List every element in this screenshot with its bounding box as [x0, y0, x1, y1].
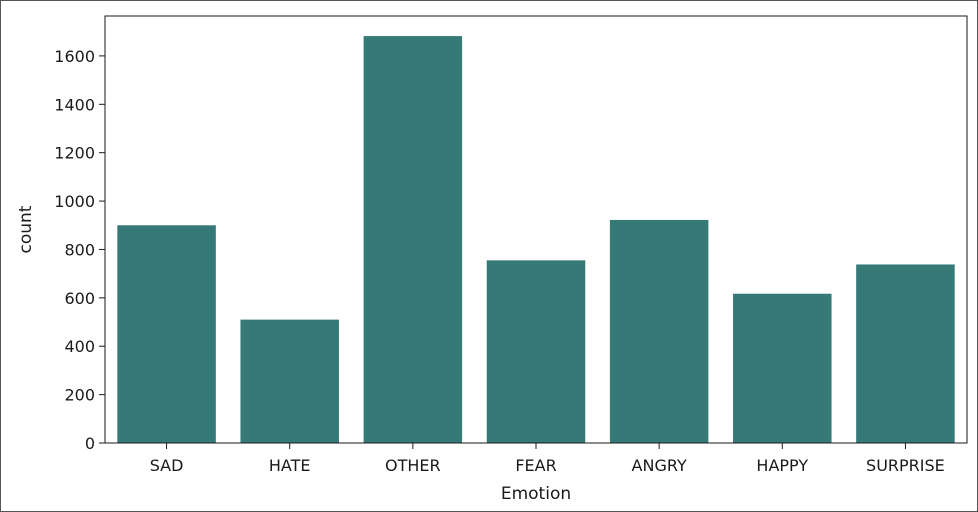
- x-tick-label-hate: HATE: [269, 456, 311, 475]
- bar-other: [363, 36, 463, 443]
- y-axis-title: count: [16, 205, 36, 253]
- x-tick-label-angry: ANGRY: [632, 456, 687, 475]
- y-tick-label: 1400: [54, 95, 95, 114]
- y-tick-label: 200: [64, 386, 95, 405]
- bar-fear: [486, 260, 586, 443]
- y-axis: 0 200 400 600 800 1000 1200 1400 1600: [54, 47, 105, 453]
- plot-frame: [104, 15, 968, 444]
- bar-hate: [240, 319, 339, 443]
- bar-sad: [117, 225, 216, 443]
- y-tick-label: 0: [85, 434, 95, 453]
- x-axis-title: Emotion: [501, 484, 571, 504]
- y-tick-label: 1600: [54, 47, 95, 66]
- x-tick-label-other: OTHER: [385, 456, 441, 475]
- x-tick-label-fear: FEAR: [515, 456, 556, 475]
- x-tick-label-surprise: SURPRISE: [866, 456, 945, 475]
- y-tick-label: 600: [64, 289, 95, 308]
- y-tick-label: 1200: [54, 144, 95, 163]
- bar-surprise: [856, 264, 955, 443]
- bars-group: [117, 36, 955, 443]
- x-tick-label-happy: HAPPY: [756, 456, 808, 475]
- x-tick-label-sad: SAD: [150, 456, 184, 475]
- bar-angry: [609, 219, 709, 443]
- bar-happy: [733, 293, 832, 443]
- y-tick-label: 1000: [54, 192, 95, 211]
- y-tick-label: 800: [64, 240, 95, 259]
- x-axis: SAD HATE OTHER FEAR ANGRY HAPPY SURPRISE: [150, 443, 945, 475]
- y-tick-label: 400: [64, 337, 95, 356]
